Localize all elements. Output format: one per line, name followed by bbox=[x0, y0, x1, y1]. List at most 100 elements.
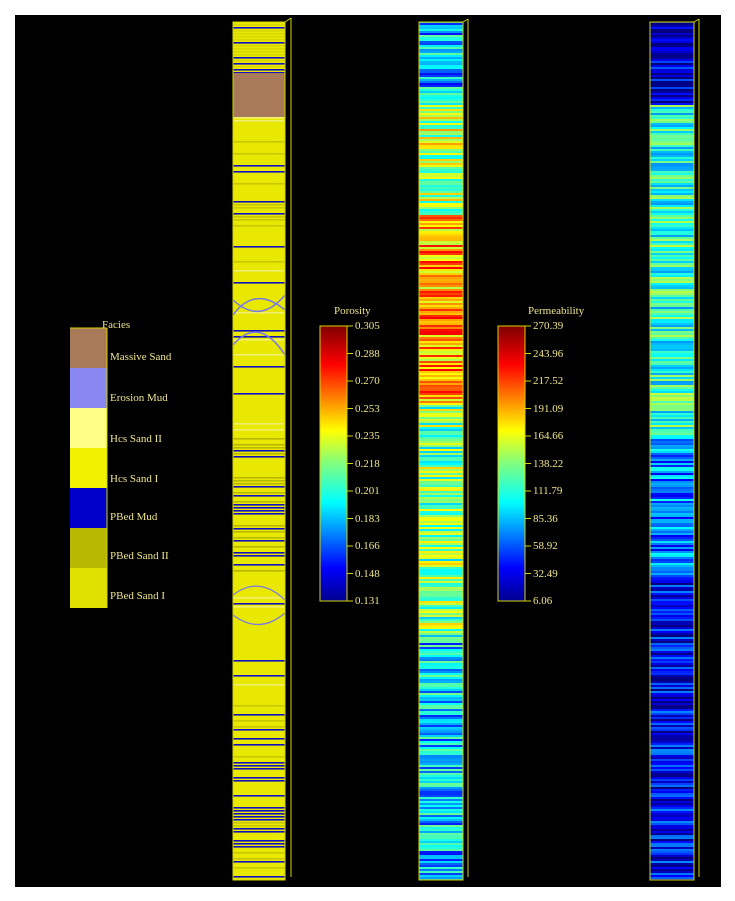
porosity-layer bbox=[419, 315, 463, 317]
permeability-layer bbox=[650, 669, 694, 671]
porosity-layer bbox=[419, 97, 463, 99]
porosity-layer bbox=[419, 241, 463, 243]
porosity-layer bbox=[419, 759, 463, 761]
porosity-layer bbox=[419, 481, 463, 483]
permeability-layer bbox=[650, 375, 694, 377]
permeability-layer bbox=[650, 35, 694, 37]
porosity-layer bbox=[419, 53, 463, 55]
porosity-layer bbox=[419, 355, 463, 357]
porosity-layer bbox=[419, 271, 463, 273]
permeability-layer bbox=[650, 407, 694, 409]
porosity-layer bbox=[419, 545, 463, 547]
permeability-layer bbox=[650, 369, 694, 371]
permeability-layer bbox=[650, 437, 694, 439]
porosity-layer bbox=[419, 693, 463, 695]
permeability-layer bbox=[650, 577, 694, 579]
porosity-layer bbox=[419, 269, 463, 271]
permeability-layer bbox=[650, 529, 694, 531]
porosity-layer bbox=[419, 497, 463, 499]
permeability-layer bbox=[650, 765, 694, 767]
porosity-layer bbox=[419, 137, 463, 139]
porosity-layer bbox=[419, 347, 463, 349]
porosity-layer bbox=[419, 243, 463, 245]
porosity-layer bbox=[419, 487, 463, 489]
permeability-layer bbox=[650, 181, 694, 183]
permeability-layer bbox=[650, 367, 694, 369]
facies-layer bbox=[233, 36, 285, 38]
permeability-layer bbox=[650, 581, 694, 583]
permeability-tick-label: 85.36 bbox=[533, 513, 558, 525]
porosity-layer bbox=[419, 811, 463, 813]
porosity-layer bbox=[419, 361, 463, 363]
porosity-layer bbox=[419, 789, 463, 791]
porosity-tick-label: 0.166 bbox=[355, 540, 380, 552]
permeability-layer bbox=[650, 487, 694, 489]
porosity-layer bbox=[419, 343, 463, 345]
facies-layer bbox=[233, 447, 285, 449]
porosity-tick-label: 0.183 bbox=[355, 513, 380, 525]
facies-crossbed-lines bbox=[232, 294, 286, 356]
permeability-layer bbox=[650, 125, 694, 127]
porosity-layer bbox=[419, 643, 463, 645]
permeability-layer bbox=[650, 231, 694, 233]
permeability-layer bbox=[650, 215, 694, 217]
permeability-layer bbox=[650, 349, 694, 351]
porosity-layer bbox=[419, 485, 463, 487]
permeability-layer bbox=[650, 727, 694, 729]
porosity-layer bbox=[419, 27, 463, 29]
porosity-layer bbox=[419, 373, 463, 375]
porosity-layer bbox=[419, 529, 463, 531]
permeability-layer bbox=[650, 87, 694, 89]
permeability-layer bbox=[650, 663, 694, 665]
porosity-layer bbox=[419, 221, 463, 223]
permeability-layer bbox=[650, 131, 694, 133]
porosity-layer bbox=[419, 171, 463, 173]
permeability-layer bbox=[650, 795, 694, 797]
porosity-layer bbox=[419, 281, 463, 283]
porosity-layer bbox=[419, 131, 463, 133]
facies-layer bbox=[233, 33, 285, 35]
porosity-layer bbox=[419, 51, 463, 53]
porosity-layer bbox=[419, 697, 463, 699]
permeability-layer bbox=[650, 657, 694, 659]
porosity-layer bbox=[419, 227, 463, 229]
porosity-layer bbox=[419, 617, 463, 619]
facies-layer bbox=[233, 738, 285, 740]
permeability-layer bbox=[650, 305, 694, 307]
permeability-layer bbox=[650, 707, 694, 709]
porosity-layer bbox=[419, 631, 463, 633]
porosity-layer bbox=[419, 501, 463, 503]
facies-layer bbox=[233, 45, 285, 47]
porosity-layer bbox=[419, 283, 463, 285]
porosity-layer bbox=[419, 365, 463, 367]
porosity-layer bbox=[419, 61, 463, 63]
porosity-layer bbox=[419, 359, 463, 361]
porosity-layer bbox=[419, 423, 463, 425]
porosity-layer bbox=[419, 859, 463, 861]
porosity-layer bbox=[419, 763, 463, 765]
permeability-layer bbox=[650, 763, 694, 765]
porosity-layer bbox=[419, 225, 463, 227]
permeability-layer bbox=[650, 341, 694, 343]
permeability-layer bbox=[650, 745, 694, 747]
porosity-layer bbox=[419, 335, 463, 337]
permeability-layer bbox=[650, 489, 694, 491]
facies-layer bbox=[233, 183, 285, 185]
porosity-layer bbox=[419, 557, 463, 559]
facies-layer bbox=[233, 858, 285, 860]
porosity-tick-label: 0.201 bbox=[355, 485, 380, 497]
porosity-layer bbox=[419, 701, 463, 703]
porosity-layer bbox=[419, 717, 463, 719]
permeability-layer bbox=[650, 801, 694, 803]
permeability-layer bbox=[650, 459, 694, 461]
facies-label-pbed-sand-ii: PBed Sand II bbox=[110, 550, 169, 562]
porosity-layer bbox=[419, 125, 463, 127]
permeability-layer bbox=[650, 715, 694, 717]
permeability-tick-label: 58.92 bbox=[533, 540, 558, 552]
facies-layer bbox=[233, 165, 285, 167]
permeability-layer bbox=[650, 821, 694, 823]
porosity-layer bbox=[419, 527, 463, 529]
porosity-layer bbox=[419, 233, 463, 235]
porosity-layer bbox=[419, 533, 463, 535]
facies-layer bbox=[233, 537, 285, 539]
